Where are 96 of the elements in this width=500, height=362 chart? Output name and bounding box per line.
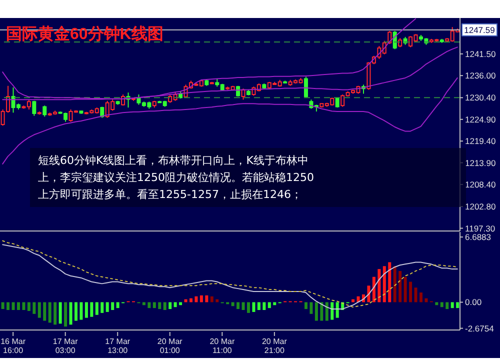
- x-tick-label: 16 Mar 16:00: [0, 337, 26, 355]
- bar: [32, 302, 36, 314]
- bar: [111, 302, 114, 310]
- bar: [404, 276, 407, 302]
- bar: [393, 266, 396, 302]
- bar: [168, 302, 172, 310]
- y-tick-label: 1197.30: [465, 223, 496, 234]
- bar: [231, 302, 234, 306]
- x-tick-label: 20 Mar 21:00: [262, 337, 288, 355]
- bar: [325, 302, 328, 321]
- y-tick-label: 1230.40: [465, 92, 496, 103]
- bar: [382, 266, 386, 302]
- bar: [74, 302, 78, 321]
- bar: [148, 302, 151, 308]
- annotation: 上，李宗玺建议关注1250阻力破位情况。若能站稳1250: [38, 170, 315, 186]
- bar: [242, 302, 245, 310]
- bar: [257, 302, 260, 310]
- bar: [69, 302, 72, 325]
- y-tick-label: 6.6883: [465, 232, 492, 242]
- bar: [48, 302, 52, 323]
- bar: [200, 295, 203, 302]
- bar: [179, 302, 182, 306]
- bar: [320, 302, 324, 321]
- y-tick-label: 1213.90: [465, 158, 496, 168]
- bar: [152, 302, 156, 308]
- bar: [95, 302, 98, 315]
- line-series: [2, 77, 458, 164]
- bar: [58, 302, 62, 324]
- bar: [38, 302, 41, 318]
- text: 国际黄金60分钟K线图: [6, 24, 164, 45]
- bar: [12, 302, 15, 310]
- bar: [174, 302, 177, 308]
- bar: [419, 292, 422, 302]
- candlestick: [304, 76, 308, 98]
- bar: [16, 302, 20, 310]
- y-tick-label: 1219.40: [465, 136, 496, 146]
- bar: [116, 302, 120, 308]
- x-tick-label: 17 Mar 13:00: [105, 337, 130, 355]
- annotation: 上方即可跟进多单。看至1255-1257，止损在1246；: [38, 187, 303, 203]
- bar: [246, 302, 250, 313]
- caption-box: 短线60分钟K线图上看，布林带开口向上，K线于布林中 上，李宗玺建议关注1250阻力破位情况。若能站稳1250 上方即可跟进多单。看至1255-1257，止损在1246；: [30, 148, 466, 207]
- bar: [64, 302, 68, 327]
- bar: [336, 302, 339, 318]
- x-tick-label: 17 Mar 03:00: [52, 337, 78, 355]
- bar: [268, 302, 271, 308]
- y-tick-label: 1236.00: [465, 70, 496, 81]
- bar: [84, 302, 88, 318]
- bar: [100, 302, 104, 313]
- bar: [378, 269, 381, 302]
- bar: [142, 302, 146, 306]
- bar: [273, 302, 276, 306]
- candlestick: [398, 38, 402, 48]
- bar: [205, 295, 208, 302]
- x-tick-label: 20 Mar 11:00: [210, 337, 235, 355]
- y-tick-label: 0.00: [465, 297, 482, 308]
- y-tick-label: -2.6754: [465, 323, 494, 334]
- y-tick-label: 1208.40: [465, 179, 496, 190]
- bar: [372, 276, 376, 302]
- bar: [194, 296, 198, 302]
- bar: [435, 302, 438, 306]
- bar: [414, 288, 418, 302]
- bar: [163, 302, 166, 310]
- ref-line-label: 1247.59: [464, 24, 496, 35]
- bar: [210, 296, 214, 302]
- bar: [398, 271, 402, 302]
- bar: [90, 302, 94, 317]
- bar: [310, 302, 313, 314]
- bar: [1, 302, 4, 310]
- bar: [440, 302, 444, 308]
- bar: [314, 302, 318, 321]
- y-tick-label: 1241.50: [465, 48, 496, 59]
- bar: [330, 302, 334, 320]
- bar: [450, 302, 454, 308]
- bar: [236, 302, 240, 310]
- bar: [80, 302, 83, 320]
- bar: [388, 262, 392, 302]
- bar: [304, 302, 308, 310]
- bar: [22, 302, 26, 310]
- bar: [43, 302, 46, 321]
- annotation: 短线60分钟K线图上看，布林带开口向上，K线于布林中: [38, 153, 310, 169]
- bar: [106, 302, 109, 312]
- x-tick-label: 20 Mar 01:00: [157, 337, 183, 355]
- bar: [456, 302, 460, 308]
- bar: [409, 282, 412, 302]
- bar: [6, 302, 10, 310]
- bar: [27, 302, 30, 311]
- bar: [367, 286, 370, 302]
- bar: [54, 302, 57, 325]
- bar: [158, 302, 162, 310]
- candlestick: [42, 105, 47, 118]
- candlestick: [32, 100, 36, 116]
- bar: [446, 302, 449, 310]
- bar: [262, 302, 266, 310]
- bar: [252, 302, 256, 312]
- y-tick-label: 1224.90: [465, 114, 496, 124]
- y-tick-label: 1202.80: [465, 202, 496, 212]
